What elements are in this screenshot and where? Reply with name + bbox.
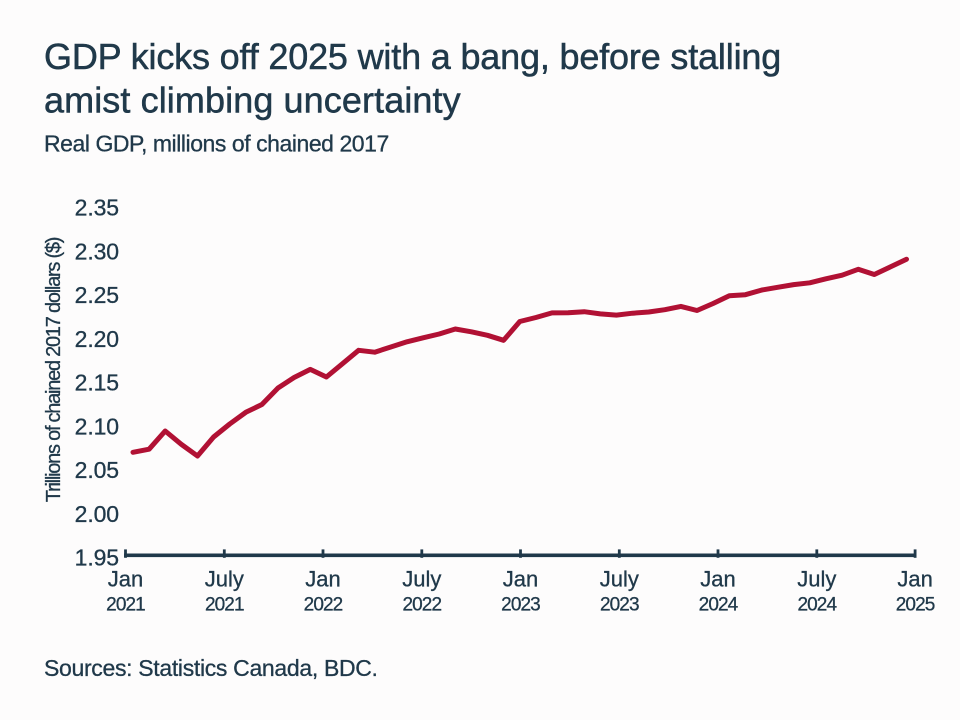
svg-text:2022: 2022 — [402, 595, 441, 616]
svg-text:2.25: 2.25 — [75, 282, 119, 308]
svg-text:Jan: Jan — [503, 567, 538, 592]
svg-text:2.10: 2.10 — [75, 413, 119, 439]
svg-text:2023: 2023 — [501, 595, 540, 616]
svg-text:2024: 2024 — [699, 595, 739, 616]
svg-text:July: July — [205, 567, 244, 592]
svg-text:2.15: 2.15 — [75, 370, 119, 396]
svg-text:2022: 2022 — [304, 595, 343, 616]
svg-text:2.35: 2.35 — [75, 195, 119, 221]
svg-text:July: July — [600, 567, 639, 592]
svg-text:2.20: 2.20 — [75, 326, 119, 352]
svg-text:2024: 2024 — [797, 595, 837, 616]
svg-text:Real GDP, millions of chained: Real GDP, millions of chained 2017 — [44, 131, 389, 157]
svg-text:Jan: Jan — [897, 567, 932, 592]
svg-text:2021: 2021 — [106, 595, 145, 616]
svg-text:2023: 2023 — [600, 595, 639, 616]
svg-text:July: July — [797, 567, 836, 592]
svg-text:2.00: 2.00 — [75, 501, 119, 527]
svg-text:2.05: 2.05 — [75, 457, 119, 483]
svg-text:2.30: 2.30 — [75, 238, 119, 264]
svg-text:2021: 2021 — [205, 595, 244, 616]
svg-text:amist climbing uncertainty: amist climbing uncertainty — [44, 80, 461, 121]
svg-text:Sources: Statistics Canada, BD: Sources: Statistics Canada, BDC. — [44, 655, 378, 681]
svg-text:July: July — [402, 567, 441, 592]
svg-text:1.95: 1.95 — [75, 545, 119, 571]
svg-text:Trillions of chained 2017 doll: Trillions of chained 2017 dollars ($) — [43, 237, 65, 502]
svg-text:Jan: Jan — [305, 567, 340, 592]
svg-text:Jan: Jan — [108, 567, 143, 592]
svg-text:GDP kicks off 2025 with a bang: GDP kicks off 2025 with a bang, before s… — [44, 36, 781, 77]
svg-text:Jan: Jan — [700, 567, 735, 592]
svg-text:2025: 2025 — [896, 595, 935, 616]
